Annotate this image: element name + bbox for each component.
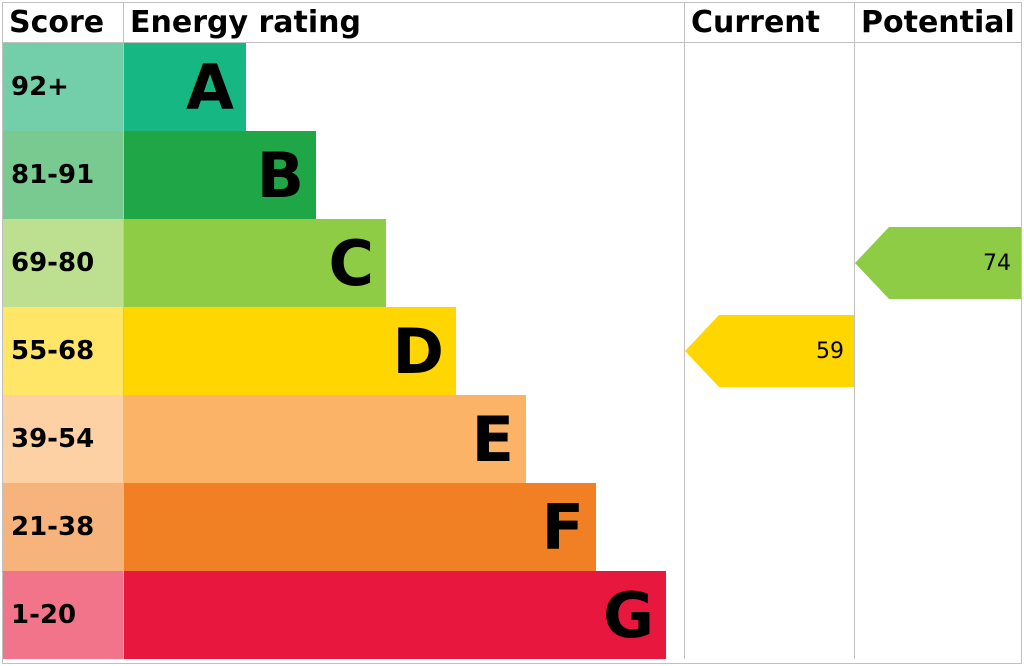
rating-bar: F	[124, 483, 596, 571]
rating-letter: B	[257, 139, 304, 212]
rating-bar: G	[124, 571, 666, 659]
score-label: 1-20	[3, 571, 123, 659]
header-rating: Energy rating	[123, 3, 684, 42]
rating-row-b: 81-91 B	[3, 131, 1021, 219]
current-cell	[684, 571, 854, 659]
rating-bar: E	[124, 395, 526, 483]
potential-cell	[854, 131, 1021, 219]
current-cell: 59	[684, 307, 854, 395]
current-cell	[684, 43, 854, 131]
potential-cell	[854, 43, 1021, 131]
potential-cell	[854, 395, 1021, 483]
rating-bar: B	[124, 131, 316, 219]
rating-bar: D	[124, 307, 456, 395]
rating-row-g: 1-20 G	[3, 571, 1021, 659]
score-label: 69-80	[3, 219, 123, 307]
rating-row-d: 55-68 D 59	[3, 307, 1021, 395]
rating-letter: D	[393, 315, 444, 388]
current-arrow: 59	[719, 315, 854, 387]
header-row: Score Energy rating Current Potential	[3, 3, 1021, 43]
rating-bar: C	[124, 219, 386, 307]
score-label: 92+	[3, 43, 123, 131]
rating-row-f: 21-38 F	[3, 483, 1021, 571]
rating-bar-cell: B	[123, 131, 684, 219]
rating-row-a: 92+ A	[3, 43, 1021, 131]
rating-bar-cell: E	[123, 395, 684, 483]
score-label: 21-38	[3, 483, 123, 571]
rating-letter: G	[603, 579, 654, 652]
current-cell	[684, 131, 854, 219]
rating-letter: C	[328, 227, 374, 300]
rating-letter: F	[542, 491, 584, 564]
potential-cell	[854, 307, 1021, 395]
header-current: Current	[684, 3, 854, 42]
score-label: 39-54	[3, 395, 123, 483]
current-cell	[684, 483, 854, 571]
rating-bar-cell: D	[123, 307, 684, 395]
score-label: 81-91	[3, 131, 123, 219]
rating-bar-cell: C	[123, 219, 684, 307]
energy-rating-chart: Score Energy rating Current Potential 92…	[2, 2, 1022, 664]
rating-bar-cell: G	[123, 571, 684, 659]
rating-row-e: 39-54 E	[3, 395, 1021, 483]
rating-bar: A	[124, 43, 246, 131]
current-cell	[684, 395, 854, 483]
header-potential: Potential	[854, 3, 1021, 42]
rating-bar-cell: F	[123, 483, 684, 571]
rating-row-c: 69-80 C 74	[3, 219, 1021, 307]
potential-cell	[854, 571, 1021, 659]
current-cell	[684, 219, 854, 307]
potential-cell	[854, 483, 1021, 571]
header-score: Score	[3, 3, 123, 42]
potential-arrow: 74	[889, 227, 1021, 299]
score-label: 55-68	[3, 307, 123, 395]
rating-letter: A	[186, 51, 234, 124]
rating-bar-cell: A	[123, 43, 684, 131]
rating-rows: 92+A81-91B69-80C7455-68D5939-54E21-38F1-…	[3, 43, 1021, 659]
rating-letter: E	[472, 403, 514, 476]
potential-cell: 74	[854, 219, 1021, 307]
